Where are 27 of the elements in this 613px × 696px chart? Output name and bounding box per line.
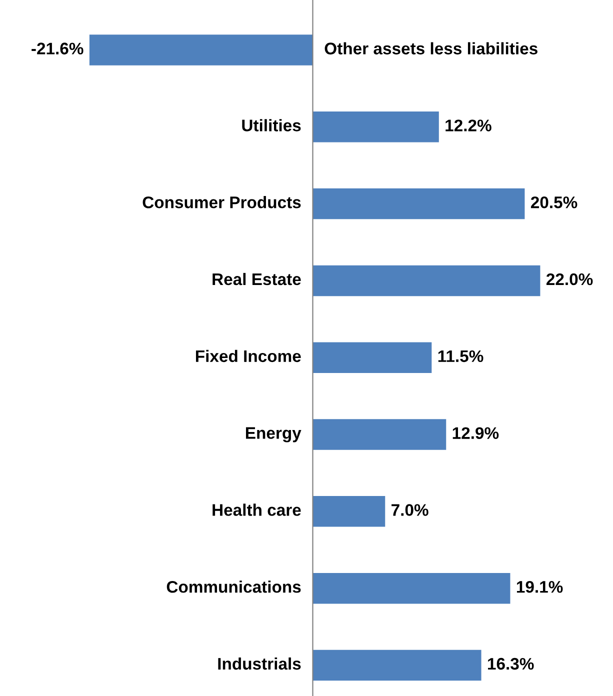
bar <box>312 496 386 527</box>
y-tick-label: Fixed Income <box>196 350 301 362</box>
data-label: -21.6% <box>32 42 84 54</box>
y-tick-label: Industrials <box>218 657 301 670</box>
data-label: 20.5% <box>530 196 578 208</box>
bar <box>312 650 482 681</box>
data-label: 12.2% <box>446 120 492 132</box>
data-label: 19.1% <box>516 581 563 593</box>
y-tick-label: Utilities <box>242 119 301 132</box>
bar <box>312 112 439 142</box>
bar <box>312 265 540 296</box>
data-label: 11.5% <box>438 350 484 362</box>
bar <box>312 572 510 604</box>
data-label: 12.9% <box>452 427 499 439</box>
y-tick-label: Other assets less liabilities <box>324 42 538 54</box>
y-tick-label: Consumer Products <box>142 196 301 208</box>
data-label: 7.0% <box>392 504 428 516</box>
bar <box>312 419 446 450</box>
y-tick-label: Communications <box>166 580 301 593</box>
bar <box>312 342 432 373</box>
bar <box>312 188 525 220</box>
y-tick-label: Energy <box>246 427 302 442</box>
y-tick-label: Real Estate <box>212 272 301 286</box>
data-label: 16.3% <box>488 658 534 670</box>
data-label: 22.0% <box>546 273 593 286</box>
y-tick-label: Health care <box>212 504 301 516</box>
bar <box>89 34 313 66</box>
